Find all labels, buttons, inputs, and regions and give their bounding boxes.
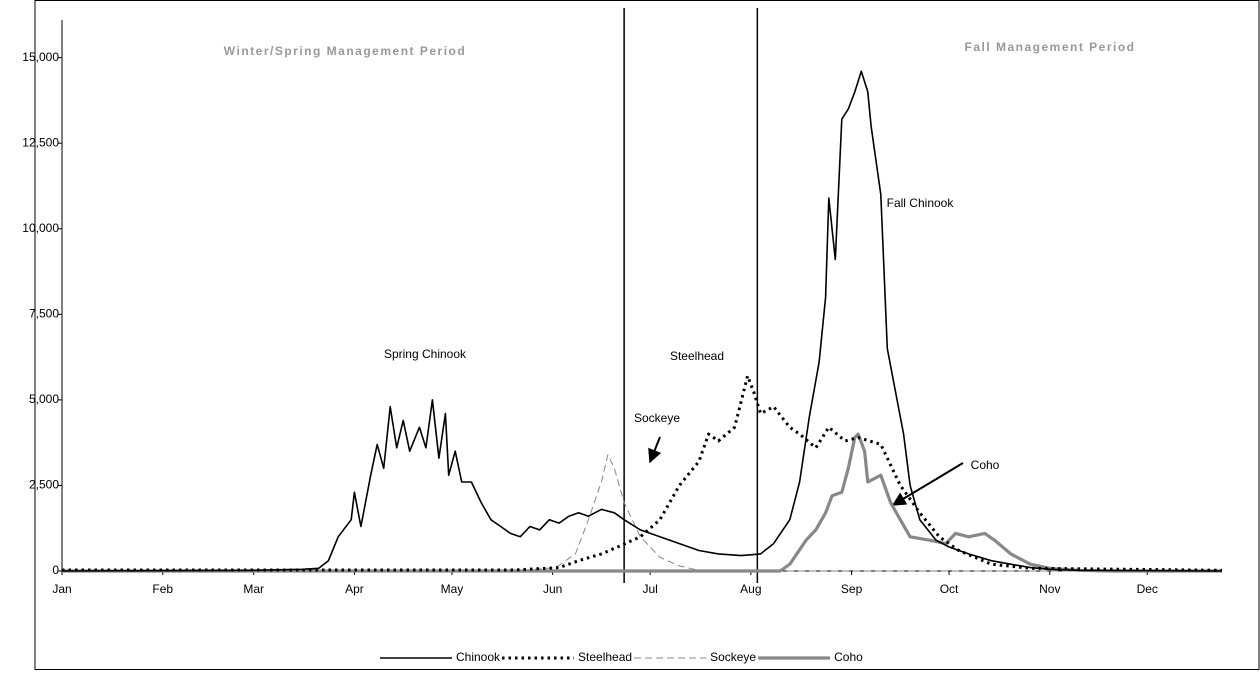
annotation: Sockeye (634, 411, 680, 425)
x-tick-label: Apr (345, 582, 364, 596)
annotation: Winter/Spring Management Period (224, 44, 466, 58)
x-tick-label: Sep (841, 582, 863, 596)
annotation: Coho (971, 458, 1000, 472)
x-tick-label: Jan (52, 582, 71, 596)
sockeye-arrow (648, 436, 662, 464)
y-tick-label: 2,500 (29, 478, 59, 492)
x-tick-label: Feb (152, 582, 173, 596)
legend-label: Chinook (456, 650, 501, 664)
x-tick-label: May (441, 582, 464, 596)
legend-label: Steelhead (578, 650, 632, 664)
series-line (62, 432, 1222, 573)
y-tick-label: 10,000 (22, 221, 59, 235)
annotation: Spring Chinook (384, 347, 467, 361)
series-line (62, 454, 1222, 572)
y-tick-label: 7,500 (29, 306, 59, 320)
x-tick-label: Jun (543, 582, 562, 596)
x-tick-label: Mar (243, 582, 264, 596)
x-tick-label: Dec (1137, 582, 1158, 596)
legend-label: Coho (834, 650, 863, 664)
legend-label: Sockeye (710, 650, 756, 664)
annotation: Fall Chinook (887, 196, 955, 210)
series-line (61, 70, 1223, 572)
x-tick-label: Oct (940, 582, 959, 596)
y-tick-label: 5,000 (29, 392, 59, 406)
y-tick-label: 12,500 (22, 135, 59, 149)
annotation: Steelhead (670, 349, 724, 363)
series-line (62, 374, 1223, 572)
coho-arrow (891, 462, 964, 506)
y-tick-label: 15,000 (22, 50, 59, 64)
x-tick-label: Aug (740, 582, 761, 596)
y-tick-label: 0 (52, 563, 59, 577)
x-tick-label: Jul (642, 582, 657, 596)
annotation: Fall Management Period (964, 40, 1135, 54)
x-tick-label: Nov (1039, 582, 1060, 596)
